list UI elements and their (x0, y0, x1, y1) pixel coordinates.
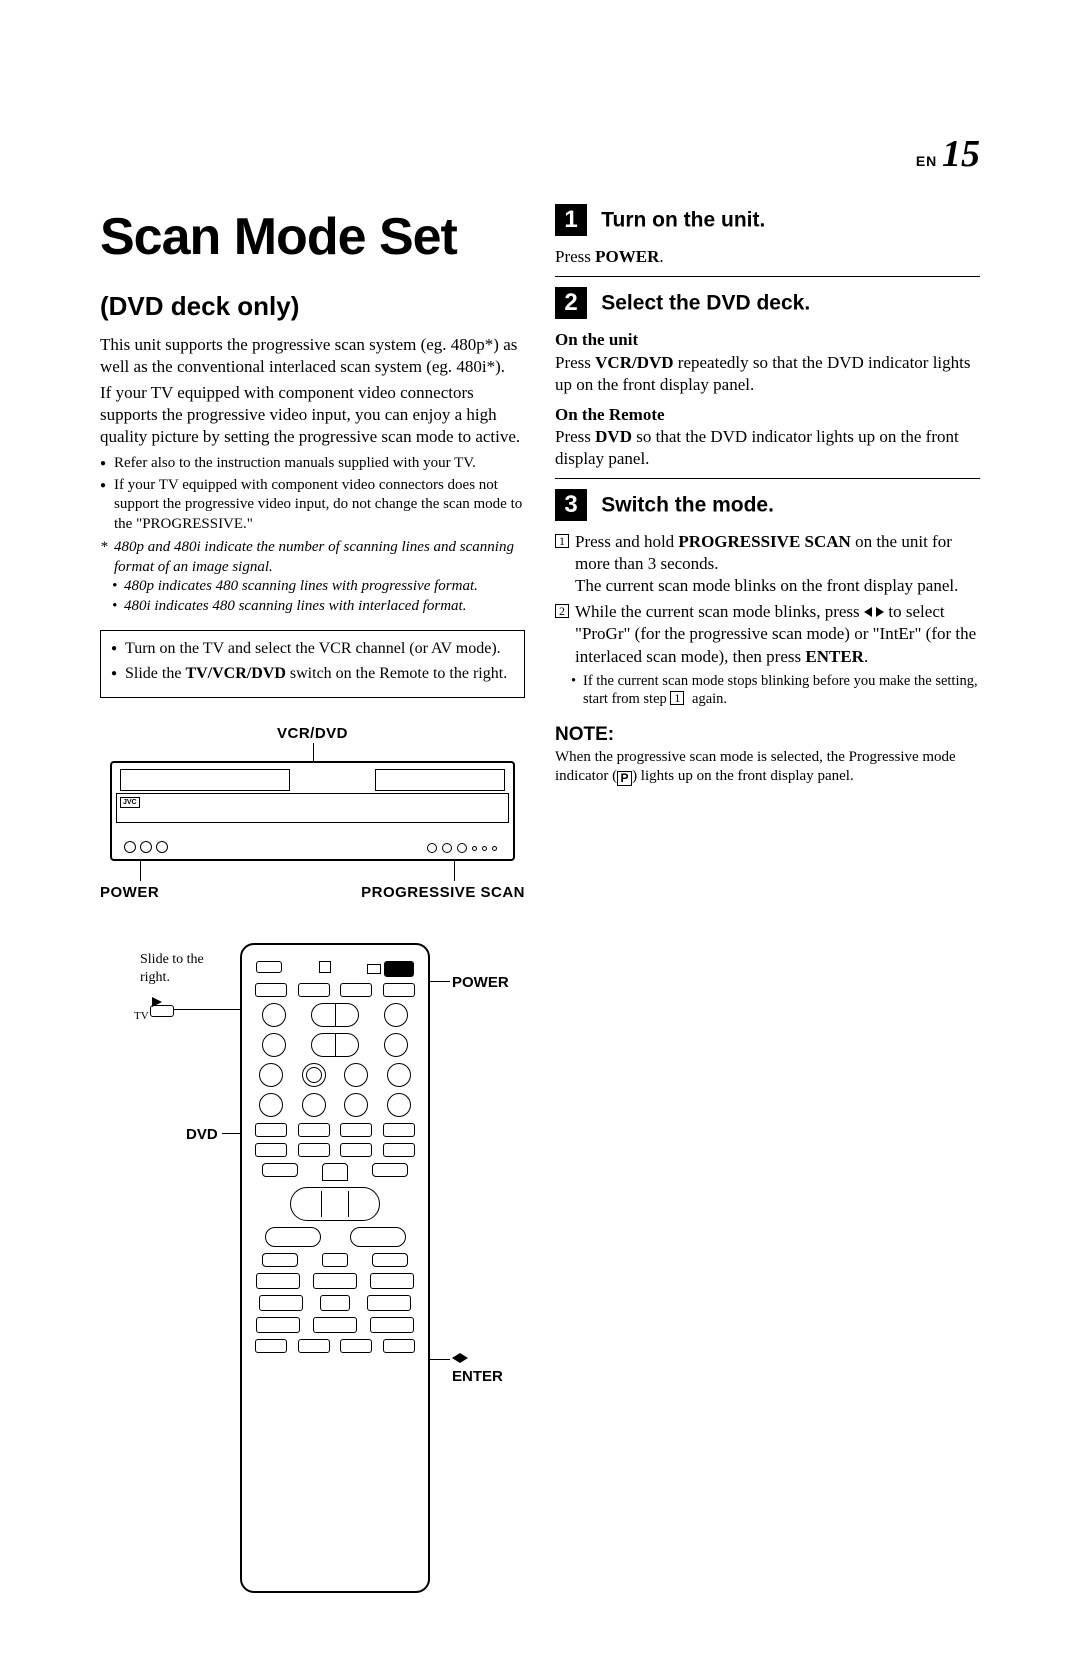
intro-2: If your TV equipped with component video… (100, 382, 525, 448)
substep-1: 1 Press and hold PROGRESSIVE SCAN on the… (555, 531, 980, 597)
step-text: Press DVD so that the DVD indicator ligh… (555, 426, 980, 470)
step-number: 2 (555, 287, 587, 319)
dvd-callout: DVD (186, 1125, 218, 1145)
power-button-icon (384, 961, 414, 977)
progressive-scan-label: PROGRESSIVE SCAN (361, 883, 525, 903)
footnote: 480p and 480i indicate the number of sca… (100, 538, 525, 577)
step-text: Press POWER. (555, 246, 980, 268)
step-text: Press VCR/DVD repeatedly so that the DVD… (555, 352, 980, 396)
note-text: When the progressive scan mode is select… (555, 748, 980, 787)
step-3: 3 Switch the mode. (555, 489, 980, 521)
divider (555, 276, 980, 277)
box-number: 2 (555, 604, 569, 618)
box-item: Slide the TV/VCR/DVD switch on the Remot… (111, 664, 514, 685)
intro-1: This unit supports the progressive scan … (100, 334, 525, 378)
vcr-dvd-label: VCR/DVD (100, 724, 525, 744)
note-heading: NOTE: (555, 723, 980, 748)
subnote: If the current scan mode stops blinking … (555, 672, 980, 710)
step-title: Turn on the unit. (601, 209, 765, 232)
power-callout: POWER (452, 973, 509, 993)
substep-2: 2 While the current scan mode blinks, pr… (555, 601, 980, 667)
tv-label: TV (134, 1009, 149, 1023)
right-triangle-icon (460, 1353, 468, 1363)
unit-diagram: JVC (100, 751, 525, 881)
subtitle: (DVD deck only) (100, 290, 525, 324)
subheading: On the Remote (555, 404, 980, 426)
box-item: Turn on the TV and select the VCR channe… (111, 639, 514, 660)
step-title: Select the DVD deck. (601, 292, 810, 315)
bullet-item: Refer also to the instruction manuals su… (100, 454, 525, 474)
bullet-list: Refer also to the instruction manuals su… (100, 454, 525, 534)
power-label: POWER (100, 883, 159, 903)
step-number: 1 (555, 204, 587, 236)
left-column: Scan Mode Set (DVD deck only) This unit … (100, 204, 525, 1592)
footnote-sub: 480i indicates 480 scanning lines with i… (100, 597, 525, 617)
step-2: 2 Select the DVD deck. (555, 287, 980, 319)
box-number: 1 (555, 534, 569, 548)
page-number: EN 15 (100, 130, 980, 179)
step-number: 3 (555, 489, 587, 521)
slide-text: Slide to the right. (140, 951, 220, 987)
instruction-box: Turn on the TV and select the VCR channe… (100, 630, 525, 698)
bullet-item: If your TV equipped with component video… (100, 476, 525, 535)
remote-diagram: Slide to the right. TV DVD POWER ENTER (100, 943, 525, 1593)
enter-callout: ENTER (452, 1367, 503, 1387)
step-title: Switch the mode. (601, 493, 774, 516)
step-1: 1 Turn on the unit. (555, 204, 980, 236)
footnote-sub: 480p indicates 480 scanning lines with p… (100, 577, 525, 597)
subheading: On the unit (555, 329, 980, 351)
right-column: 1 Turn on the unit. Press POWER. 2 Selec… (555, 204, 980, 1592)
page-title: Scan Mode Set (100, 204, 525, 272)
divider (555, 478, 980, 479)
left-triangle-icon (452, 1353, 460, 1363)
